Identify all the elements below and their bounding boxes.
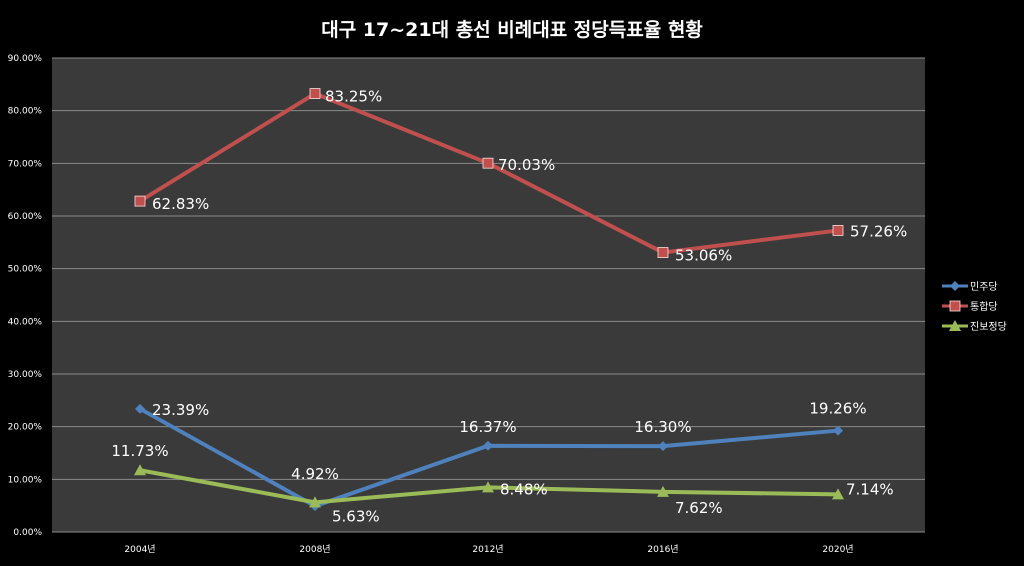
data-label: 4.92%: [291, 465, 339, 483]
plot-area: [52, 58, 925, 532]
y-tick-label: 20.00%: [8, 423, 43, 433]
legend-label: 진보정당: [970, 321, 1007, 333]
data-point: [832, 225, 844, 236]
data-point: [134, 464, 146, 476]
data-label: 5.63%: [332, 507, 380, 525]
data-point: [658, 441, 668, 452]
data-point: [657, 247, 669, 258]
legend-label: 통합당: [970, 301, 998, 313]
data-label: 8.48%: [500, 480, 548, 498]
x-tick-label: 2016년: [647, 544, 678, 555]
x-tick-label: 2004년: [124, 544, 155, 555]
data-label: 11.73%: [111, 442, 168, 460]
data-point: [135, 403, 145, 414]
data-label: 83.25%: [325, 88, 382, 106]
data-label: 53.06%: [675, 247, 732, 265]
data-point: [482, 157, 494, 169]
data-label: 57.26%: [850, 222, 907, 240]
data-point: [309, 88, 321, 99]
legend-marker: [949, 320, 961, 331]
legend-marker: [950, 281, 960, 291]
y-tick-label: 50.00%: [8, 265, 43, 275]
data-labels: 23.39% 4.92% 16.37% 16.30% 19.26% 62.83% 83.25…: [111, 88, 907, 526]
y-tick-label: 70.00%: [8, 159, 43, 169]
y-axis: 0.00% 10.00% 20.00% 30.00% 40.00% 50.00% 60.00…: [8, 54, 43, 538]
data-label: 70.03%: [498, 156, 555, 174]
data-label: 19.26%: [809, 400, 866, 418]
data-point: [134, 195, 146, 207]
y-tick-label: 60.00%: [8, 212, 43, 222]
data-point: [309, 496, 321, 508]
data-point: [657, 485, 669, 497]
data-point: [482, 481, 494, 493]
data-label: 23.39%: [152, 401, 209, 419]
data-label: 7.14%: [846, 480, 894, 498]
chart-title: 대구 17~21대 총선 비례대표 정당득표율 현황: [321, 18, 703, 41]
data-label: 62.83%: [152, 195, 209, 213]
legend-marker: [949, 300, 961, 312]
y-tick-label: 80.00%: [8, 107, 43, 117]
y-tick-label: 90.00%: [8, 54, 43, 64]
y-tick-label: 40.00%: [8, 317, 43, 327]
data-point: [832, 488, 844, 500]
x-tick-label: 2020년: [822, 544, 853, 555]
data-label: 16.37%: [459, 418, 516, 436]
legend-label: 민주당: [970, 281, 998, 293]
y-tick-label: 30.00%: [8, 370, 43, 380]
data-label: 7.62%: [675, 499, 723, 517]
data-label: 16.30%: [634, 418, 691, 436]
x-tick-label: 2008년: [299, 544, 330, 555]
y-tick-label: 0.00%: [13, 528, 42, 538]
data-point: [483, 440, 493, 451]
x-axis: 2004년 2008년 2012년 2016년 2020년: [124, 544, 853, 555]
series-group: [134, 88, 844, 512]
data-point: [833, 425, 843, 436]
x-tick-label: 2012년: [472, 544, 503, 555]
y-tick-label: 10.00%: [8, 475, 43, 485]
gridlines: [52, 57, 925, 533]
